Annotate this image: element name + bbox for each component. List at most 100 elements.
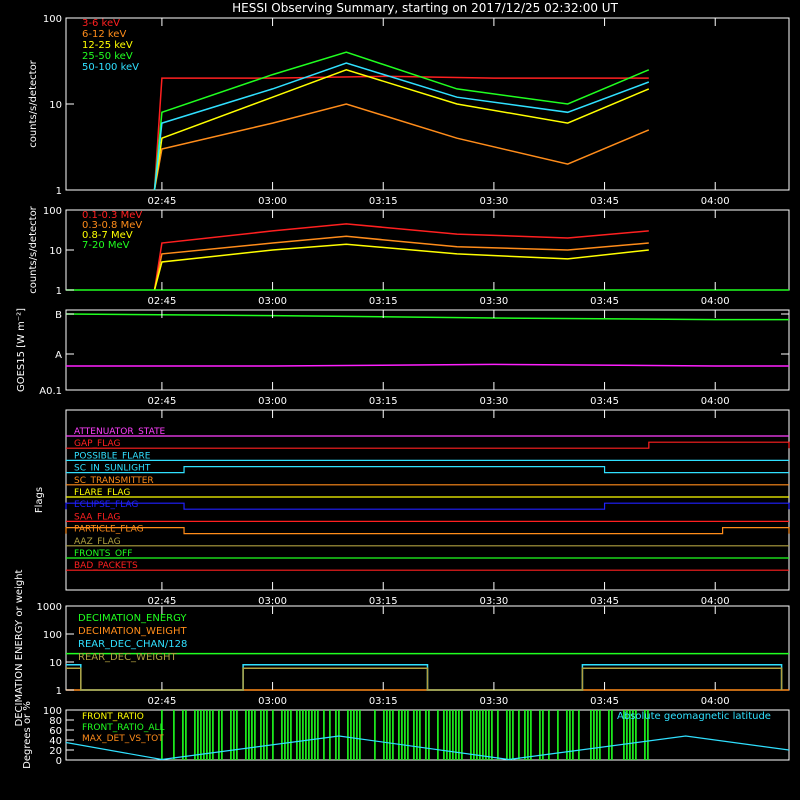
x-tick-label: 04:00 bbox=[701, 596, 730, 607]
legend-decimation-energy: DECIMATION_ENERGY bbox=[78, 613, 187, 624]
series-0-1-0-3-mev-line bbox=[153, 223, 649, 291]
y-tick-label: 20 bbox=[49, 746, 62, 757]
x-tick-label: 03:00 bbox=[258, 396, 287, 407]
panel3-ylabel: GOES15 [W m⁻²] bbox=[16, 308, 27, 392]
flag-label-gap-flag: GAP_FLAG bbox=[74, 439, 120, 449]
y-tick-label: 1 bbox=[56, 286, 62, 297]
series-absolute-geomagnetic-latitude-line bbox=[65, 735, 790, 761]
legend-decimation-weight: DECIMATION_WEIGHT bbox=[78, 626, 187, 637]
x-tick-label: 03:00 bbox=[258, 296, 287, 307]
legend-25-50-kev: 25-50 keV bbox=[82, 51, 133, 62]
flag-label-bad-packets: BAD_PACKETS bbox=[74, 561, 138, 571]
x-tick-label: 03:15 bbox=[369, 396, 398, 407]
series-3-6-kev-line bbox=[153, 75, 649, 191]
series-front-ratio-all-bars bbox=[161, 710, 649, 760]
x-tick-label: 02:45 bbox=[147, 696, 176, 707]
x-tick-label: 03:15 bbox=[369, 196, 398, 207]
y-tick-label: 1 bbox=[56, 186, 62, 197]
flag-label-aaz-flag: AAZ_FLAG bbox=[74, 537, 121, 547]
panel-decimation: DECIMATION ENERGY or weight DECIMATION_E… bbox=[14, 569, 790, 726]
x-tick-label: 03:15 bbox=[369, 596, 398, 607]
x-tick-label: 03:30 bbox=[479, 196, 508, 207]
x-tick-label: 03:30 bbox=[479, 296, 508, 307]
chart-title: HESSI Observing Summary, starting on 201… bbox=[232, 1, 618, 15]
y-tick-label: 0 bbox=[56, 756, 62, 767]
flag-label-sc-transmitter: SC_TRANSMITTER bbox=[74, 476, 154, 486]
y-tick-label: 10 bbox=[49, 658, 62, 669]
y-tick-label: B bbox=[55, 310, 62, 321]
legend-6-12-kev: 6-12 keV bbox=[82, 29, 126, 40]
y-tick-label: 100 bbox=[43, 706, 62, 717]
y-tick-label: 80 bbox=[49, 716, 62, 727]
x-tick-label: 03:30 bbox=[479, 596, 508, 607]
x-tick-label: 03:45 bbox=[590, 396, 619, 407]
flag-label-sc-in-sunlight: SC_IN_SUNLIGHT bbox=[74, 464, 151, 474]
flag-label-flare-flag: FLARE_FLAG bbox=[74, 488, 130, 498]
y-tick-label: 100 bbox=[43, 630, 62, 641]
y-tick-label: 100 bbox=[43, 14, 62, 25]
x-tick-label: 03:45 bbox=[590, 696, 619, 707]
legend-12-25-kev: 12-25 keV bbox=[82, 40, 133, 51]
flag-label-saa-flag: SAA_FLAG bbox=[74, 512, 120, 522]
flag-label-attenuator-state: ATTENUATOR_STATE bbox=[74, 427, 166, 437]
x-tick-label: 03:00 bbox=[258, 196, 287, 207]
x-tick-label: 02:45 bbox=[147, 196, 176, 207]
x-tick-label: 03:00 bbox=[258, 696, 287, 707]
x-tick-label: 03:45 bbox=[590, 196, 619, 207]
x-tick-label: 02:45 bbox=[147, 596, 176, 607]
x-tick-label: 04:00 bbox=[701, 296, 730, 307]
x-tick-label: 03:00 bbox=[258, 596, 287, 607]
flag-label-fronts-off: FRONTS_OFF bbox=[74, 549, 132, 559]
x-tick-label: 02:45 bbox=[147, 396, 176, 407]
flag-sc-in-sunlight-line bbox=[66, 466, 789, 474]
panel6-ylabel: Degrees or % bbox=[22, 701, 33, 769]
flag-eclipse-flag-line bbox=[65, 502, 790, 510]
series-rear-dec-weight-line bbox=[66, 667, 783, 691]
flag-particle-flag-line bbox=[65, 527, 790, 535]
x-tick-label: 03:15 bbox=[369, 296, 398, 307]
series-12-25-kev-line bbox=[153, 69, 650, 191]
legend-7-20-mev: 7-20 MeV bbox=[82, 240, 130, 251]
legend-rear-dec-weight: REAR_DEC_WEIGHT bbox=[78, 652, 177, 663]
x-tick-label: 03:15 bbox=[369, 696, 398, 707]
panel4-ylabel: Flags bbox=[34, 487, 45, 513]
legend-0-3-0-8-mev: 0.3-0.8 MeV bbox=[82, 220, 142, 231]
x-tick-label: 03:30 bbox=[479, 396, 508, 407]
y-tick-label: 10 bbox=[49, 246, 62, 257]
legend-max-det-vs-tot: MAX_DET_VS_TOT bbox=[82, 734, 164, 744]
legend-front-ratio-all: FRONT_RATIO_ALL bbox=[82, 723, 165, 733]
series-25-50-kev-line bbox=[153, 51, 650, 191]
panel5-ylabel: DECIMATION ENERGY or weight bbox=[14, 569, 25, 726]
x-tick-label: 04:00 bbox=[701, 696, 730, 707]
y-tick-label: A0.1 bbox=[39, 386, 62, 397]
flag-label-possible-flare: POSSIBLE_FLARE bbox=[74, 451, 151, 461]
legend-rear-dec-chan-128: REAR_DEC_CHAN/128 bbox=[78, 639, 187, 650]
series-goes-low-line bbox=[66, 363, 789, 367]
series-0-8-7-mev-line bbox=[153, 243, 649, 291]
legend-absolute-geomagnetic-latitude: Absolute geomagnetic latitude bbox=[617, 711, 771, 722]
panel-goes: GOES15 [W m⁻²] A0.1 A B 02:45 03:00 03:15 03:… bbox=[16, 308, 790, 407]
y-tick-label: 1000 bbox=[37, 602, 62, 613]
legend-front-ratio: FRONT_RATIO bbox=[82, 712, 144, 722]
legend-0-8-7-mev: 0.8-7 MeV bbox=[82, 230, 133, 241]
x-tick-label: 03:45 bbox=[590, 596, 619, 607]
y-tick-label: 40 bbox=[49, 736, 62, 747]
y-tick-label: 1 bbox=[56, 686, 62, 697]
y-tick-label: A bbox=[55, 350, 62, 361]
x-tick-label: 04:00 bbox=[701, 396, 730, 407]
y-tick-label: 100 bbox=[43, 206, 62, 217]
y-tick-label: 10 bbox=[49, 100, 62, 111]
x-tick-label: 02:45 bbox=[147, 296, 176, 307]
legend-50-100-kev: 50-100 keV bbox=[82, 62, 139, 73]
y-tick-label: 60 bbox=[49, 726, 62, 737]
flag-label-eclipse-flag: ECLIPSE_FLAG bbox=[74, 500, 138, 510]
series-6-12-kev-line bbox=[153, 103, 650, 191]
flag-gap-flag-line bbox=[66, 441, 790, 449]
panel-flags: Flags ATTENUATOR_STATE GAP_FLAG POSSIBLE_F… bbox=[34, 409, 790, 607]
legend-3-6-kev: 3-6 keV bbox=[82, 18, 120, 29]
panel1-ylabel: counts/s/detector bbox=[28, 59, 39, 147]
x-tick-label: 04:00 bbox=[701, 196, 730, 207]
